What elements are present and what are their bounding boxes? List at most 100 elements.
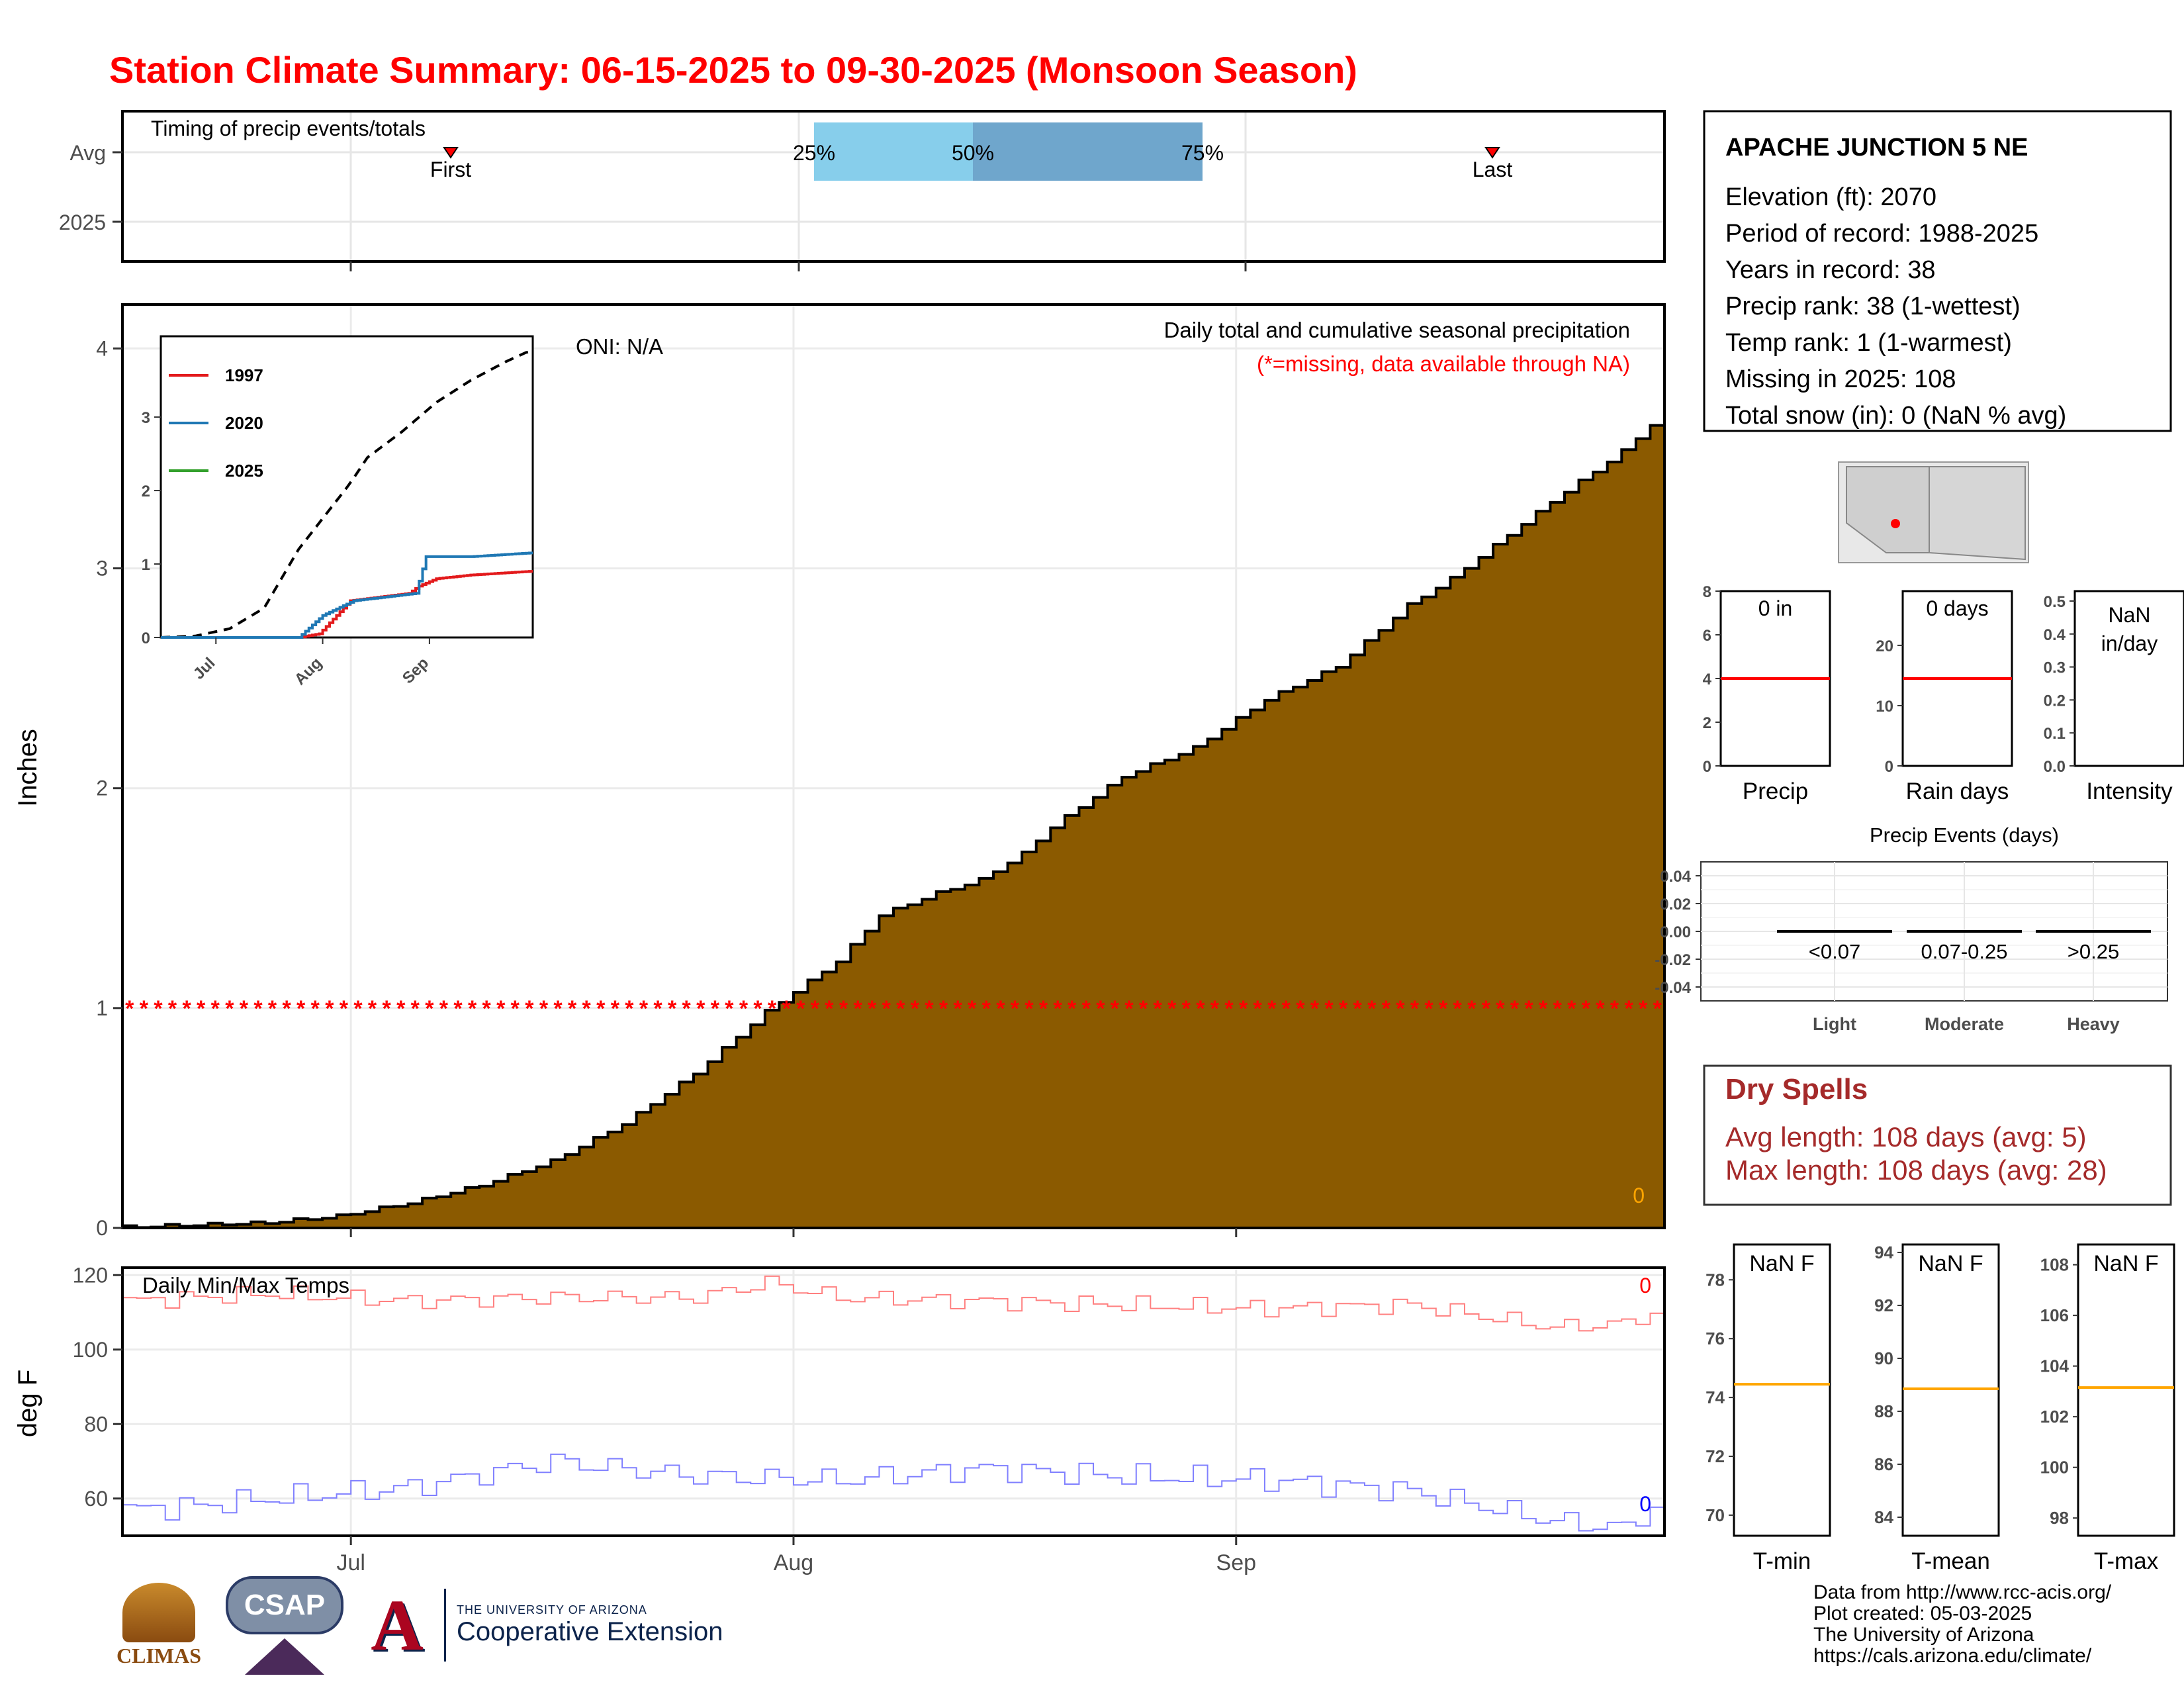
missing-star: * [268, 996, 277, 1021]
precip-events-panel: Precip Events (days) 0.04 0.02 0.00 -0.02 -0… [1655, 823, 2168, 1034]
station-name: APACHE JUNCTION 5 NE [1725, 134, 2028, 162]
missing-star: * [1582, 996, 1591, 1021]
missing-star: * [553, 996, 563, 1021]
event-category-label: Moderate [1925, 1014, 2004, 1034]
missing-star: * [1154, 996, 1163, 1021]
missing-star: * [1282, 996, 1291, 1021]
mini-bar-tick: 8 [1703, 583, 1711, 601]
missing-star: * [811, 996, 820, 1021]
temp-y-tick: 80 [84, 1412, 108, 1436]
missing-star: * [1424, 996, 1433, 1021]
inset-line-2020 [161, 551, 533, 639]
missing-star: * [1024, 996, 1034, 1021]
missing-star: * [982, 996, 991, 1021]
dry-spells-avg: Avg length: 108 days (avg: 5) [1725, 1121, 2087, 1152]
temp-y-tick: 120 [73, 1263, 108, 1287]
station-years: Years in record: 38 [1725, 256, 1936, 284]
daily-min-temp-line [122, 1453, 1665, 1532]
missing-star: * [1467, 996, 1477, 1021]
temp-bar-tick: 98 [2050, 1508, 2069, 1528]
missing-star: * [639, 996, 649, 1021]
missing-star: * [1310, 996, 1320, 1021]
temp-bar-value: NaN F [1918, 1251, 1983, 1276]
missing-star: * [168, 996, 177, 1021]
missing-star: * [768, 996, 777, 1021]
missing-star: * [182, 996, 191, 1021]
missing-star: * [711, 996, 720, 1021]
missing-star: * [1353, 996, 1363, 1021]
mini-bar-tick: 0.4 [2044, 626, 2066, 644]
legend-label: 2020 [225, 413, 263, 433]
precip-y-tick: 3 [96, 557, 108, 581]
missing-star: * [1639, 996, 1648, 1021]
max-temp-count: 0 [1639, 1274, 1651, 1297]
first-event-marker [443, 147, 459, 159]
missing-star: * [340, 996, 349, 1021]
mini-bar-value: 0 in [1758, 596, 1793, 620]
inset-y-tick: 1 [142, 556, 150, 574]
event-category-label: Heavy [2067, 1014, 2120, 1034]
inset-y-tick: 3 [142, 409, 150, 427]
station-period: Period of record: 1988-2025 [1725, 220, 2038, 248]
missing-star: * [253, 996, 263, 1021]
mini-bar-label: Precip [1743, 778, 1808, 804]
footer-line: Data from http://www.rcc-acis.org/ [1813, 1581, 2112, 1603]
missing-star: * [753, 996, 762, 1021]
logo-strip: CLIMAS CSAP A THE UNIVERSITY OF ARIZONA … [106, 1572, 735, 1678]
temp-bar-tick: 86 [1874, 1454, 1893, 1474]
missing-star: * [1239, 996, 1248, 1021]
missing-star: * [839, 996, 848, 1021]
temp-x-tick: Sep [1216, 1550, 1257, 1575]
timing-panel: Timing of precip events/totals Avg 2025 … [59, 110, 1666, 271]
new-mexico-shape [1929, 466, 2026, 561]
quartile-label-25: 25% [793, 141, 835, 165]
mini-bar-tick: 0 [1703, 758, 1711, 776]
missing-star: * [225, 996, 234, 1021]
precip-corner-count: 0 [1633, 1184, 1645, 1207]
missing-star: * [511, 996, 520, 1021]
temp-bar-tick: 104 [2040, 1356, 2070, 1376]
missing-star: * [968, 996, 977, 1021]
cumulative-precip-area [121, 423, 1666, 1229]
temp-bar-tick: 84 [1874, 1507, 1893, 1527]
temp-bar-value: NaN F [1749, 1251, 1814, 1276]
footer-line: https://cals.arizona.edu/climate/ [1813, 1645, 2092, 1667]
inset-average-line [160, 350, 533, 639]
missing-note: (*=missing, data available through NA) [1257, 352, 1630, 376]
missing-star: * [240, 996, 249, 1021]
inset-x-tick: Aug [291, 654, 326, 688]
timing-y-label-2025: 2025 [59, 211, 106, 234]
missing-star: * [1082, 996, 1091, 1021]
events-y-tick: 0.02 [1660, 896, 1691, 914]
missing-star: * [1482, 996, 1491, 1021]
missing-star: * [1224, 996, 1234, 1021]
missing-star: * [1167, 996, 1177, 1021]
mini-bar-value: 0 days [1926, 596, 1988, 620]
missing-star: * [853, 996, 862, 1021]
missing-star: * [939, 996, 948, 1021]
temp-bar-tick: 100 [2040, 1458, 2069, 1477]
missing-star: * [739, 996, 749, 1021]
mini-bar-value: NaN [2108, 603, 2150, 627]
temp-title: Daily Min/Max Temps [142, 1273, 349, 1297]
missing-star: * [383, 996, 392, 1021]
missing-star: * [596, 996, 606, 1021]
missing-star: * [1267, 996, 1277, 1021]
temp-y-tick: 100 [73, 1338, 108, 1362]
timing-frame [121, 110, 1666, 263]
missing-star: * [140, 996, 149, 1021]
missing-star: * [1053, 996, 1062, 1021]
temp-panel: 60 80 100 120 deg F Daily Min/Max Temps 0 0… [13, 1263, 1666, 1575]
station-precip-rank: Precip rank: 38 (1-wettest) [1725, 293, 2021, 320]
page-title: Station Climate Summary: 06-15-2025 to 0… [109, 49, 1357, 91]
missing-star: * [525, 996, 534, 1021]
inset-plot: 0 1 2 3 Jul Aug Sep 1997 2020 2025 [142, 335, 534, 688]
missing-star: * [296, 996, 306, 1021]
missing-star: * [1296, 996, 1305, 1021]
missing-star: * [496, 996, 506, 1021]
temp-bar-tick: 94 [1874, 1243, 1893, 1262]
event-range-label: 0.07-0.25 [1921, 940, 2008, 963]
precip-y-tick: 2 [96, 776, 108, 800]
missing-star: * [568, 996, 577, 1021]
